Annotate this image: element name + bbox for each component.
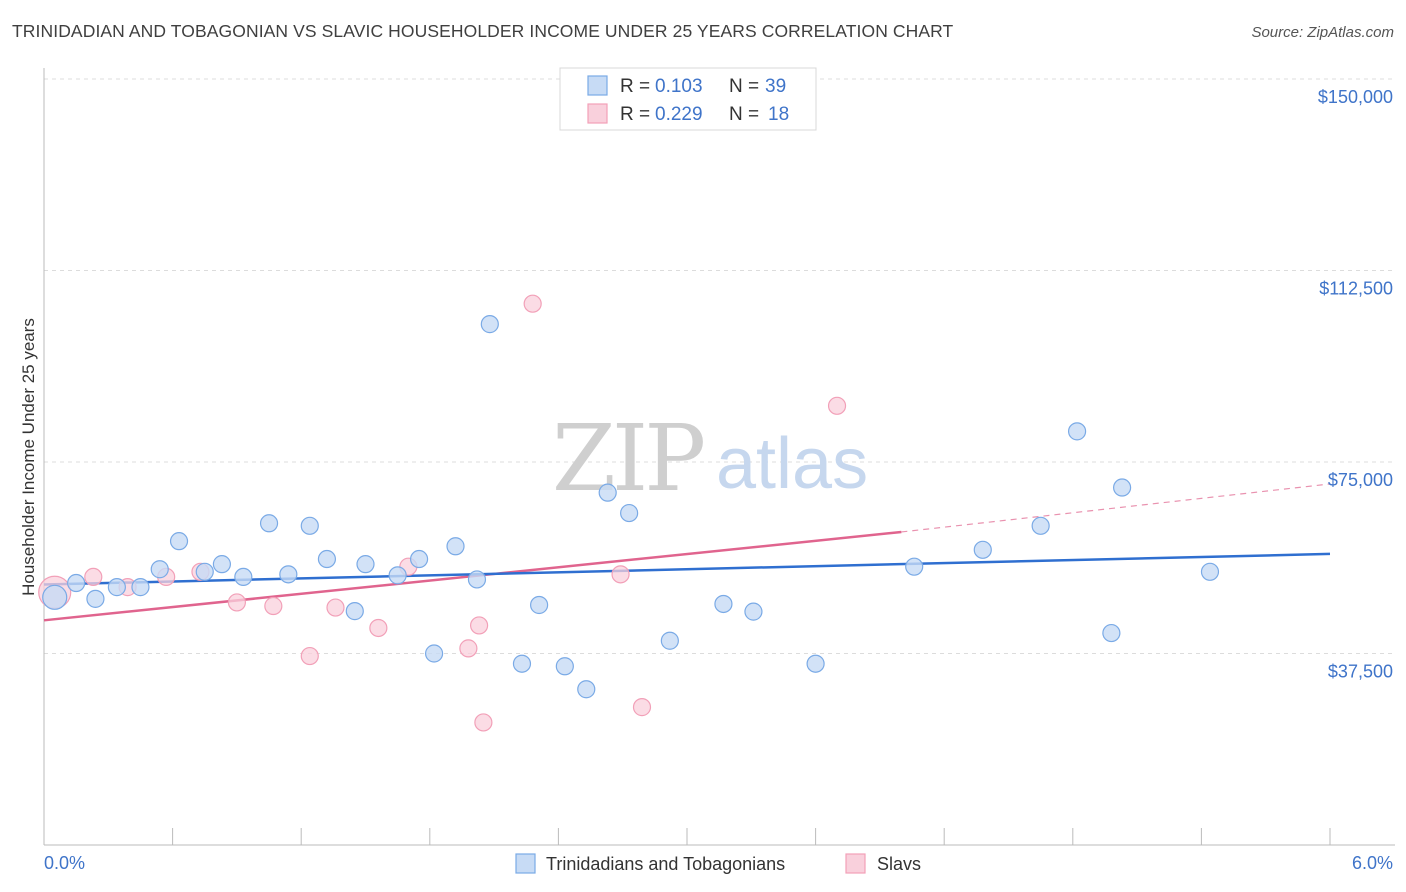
data-point-trinidadians (530, 595, 549, 615)
data-point-slavs (474, 713, 493, 732)
data-point-slavs (469, 616, 489, 635)
data-point-slavs (369, 618, 388, 638)
legend-r-label-blue: R = (620, 76, 650, 97)
data-point-trinidadians (714, 594, 733, 614)
y-tick-label: $75,000 (1328, 470, 1393, 490)
data-point-trinidadians (905, 557, 924, 576)
series-slavs-points (38, 294, 847, 732)
legend-swatch-pink (587, 103, 608, 124)
data-point-trinidadians (409, 549, 429, 569)
y-tick-label: $150,000 (1318, 87, 1393, 107)
data-point-trinidadians (577, 680, 596, 699)
legend-bottom-label-blue: Trinidadians and Tobagonians (546, 854, 785, 874)
data-point-trinidadians (1031, 516, 1050, 535)
data-point-trinidadians (973, 540, 992, 559)
legend-r-value-blue: 0.103 (655, 76, 703, 97)
data-point-trinidadians (806, 654, 825, 673)
x-tick-label-min: 0.0% (44, 853, 85, 873)
legend-bottom-swatch-blue (515, 853, 536, 874)
legend-swatch-blue (587, 75, 608, 96)
data-point-trinidadians (150, 560, 169, 579)
data-point-trinidadians (169, 532, 189, 551)
legend-top: R = 0.103 N = 39 R = 0.229 N = 18 (559, 67, 817, 131)
data-point-trinidadians (345, 602, 364, 621)
trend-line-trinidadians (43, 552, 1331, 586)
data-point-trinidadians (660, 631, 679, 650)
data-point-trinidadians (212, 555, 231, 574)
data-point-slavs (827, 396, 847, 415)
legend-n-value-blue: 39 (765, 76, 786, 97)
data-point-slavs (611, 565, 630, 584)
data-point-slavs (227, 593, 246, 612)
data-point-trinidadians (744, 602, 763, 621)
data-point-trinidadians (598, 483, 617, 502)
data-point-trinidadians (67, 573, 86, 593)
data-point-trinidadians (42, 584, 68, 610)
data-point-slavs (264, 596, 283, 616)
y-tick-label: $37,500 (1328, 662, 1393, 682)
data-point-trinidadians (388, 566, 407, 585)
data-point-trinidadians (1067, 422, 1087, 441)
legend-r-label-pink: R = (620, 104, 650, 125)
data-point-trinidadians (555, 657, 574, 676)
watermark: ZIP atlas (552, 405, 868, 512)
data-point-trinidadians (512, 654, 532, 673)
axes (43, 68, 1395, 846)
watermark-zip: ZIP (552, 405, 703, 512)
data-point-trinidadians (86, 589, 105, 608)
data-point-slavs (632, 698, 652, 717)
data-point-slavs (84, 567, 103, 587)
data-point-trinidadians (467, 570, 487, 589)
legend-bottom: Trinidadians and Tobagonians Slavs (515, 853, 921, 874)
data-point-trinidadians (424, 644, 444, 663)
data-point-trinidadians (107, 578, 126, 597)
data-point-trinidadians (300, 516, 319, 535)
data-point-trinidadians (1200, 562, 1220, 581)
legend-r-value-pink: 0.229 (655, 104, 703, 125)
y-axis-label: Householder Income Under 25 years (19, 318, 38, 596)
watermark-atlas: atlas (716, 424, 868, 504)
x-tick-label-max: 6.0% (1352, 853, 1393, 873)
data-point-trinidadians (195, 562, 214, 581)
data-point-trinidadians (259, 514, 279, 533)
data-point-slavs (326, 598, 345, 617)
chart-title: TRINIDADIAN AND TOBAGONIAN VS SLAVIC HOU… (12, 21, 954, 41)
data-point-trinidadians (480, 315, 499, 334)
data-point-slavs (300, 646, 319, 666)
legend-n-value-pink: 18 (768, 104, 789, 125)
data-point-trinidadians (446, 537, 465, 556)
y-tick-labels: $37,500 $75,000 $112,500 $150,000 (1318, 87, 1393, 682)
y-tick-label: $112,500 (1319, 279, 1393, 299)
legend-bottom-label-pink: Slavs (877, 854, 921, 874)
legend-n-label-blue: N = (729, 76, 759, 97)
source-label: Source: ZipAtlas.com (1251, 24, 1394, 41)
series-trinidadians-points (42, 315, 1220, 699)
data-point-slavs (459, 639, 478, 658)
data-point-trinidadians (1102, 623, 1121, 643)
data-point-trinidadians (131, 578, 150, 597)
data-point-trinidadians (317, 549, 337, 569)
x-tick-marks (43, 828, 1331, 845)
legend-n-label-pink: N = (729, 104, 759, 125)
data-point-trinidadians (234, 567, 253, 587)
data-point-slavs (523, 294, 542, 313)
trend-line-slavs-extension (901, 483, 1331, 533)
data-point-trinidadians (279, 565, 298, 584)
data-point-trinidadians (620, 503, 639, 523)
data-point-trinidadians (356, 555, 375, 574)
data-point-trinidadians (1112, 478, 1132, 497)
legend-bottom-swatch-pink (845, 853, 866, 874)
